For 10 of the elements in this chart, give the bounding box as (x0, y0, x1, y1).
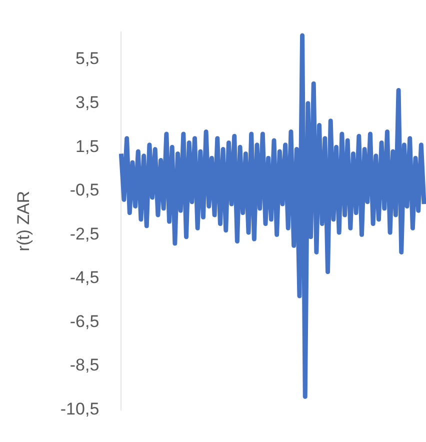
y-tick-label: -6,5 (70, 312, 100, 331)
y-tick-label: -8,5 (70, 356, 100, 375)
y-tick-label: 5,5 (76, 49, 100, 68)
y-tick-label: -10,5 (60, 399, 100, 418)
y-tick-label: -2,5 (70, 224, 100, 244)
y-axis-title: r(t) ZAR (14, 190, 33, 252)
y-tick-label: 1,5 (76, 136, 100, 156)
y-tick-label: -0,5 (70, 180, 100, 200)
y-tick-label: 3,5 (76, 93, 100, 112)
y-tick-label: -4,5 (70, 268, 100, 288)
